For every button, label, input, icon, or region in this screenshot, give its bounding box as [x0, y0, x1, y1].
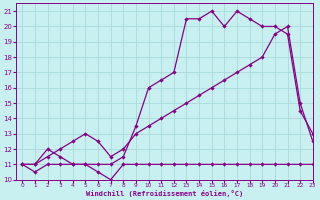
X-axis label: Windchill (Refroidissement éolien,°C): Windchill (Refroidissement éolien,°C) [86, 190, 243, 197]
